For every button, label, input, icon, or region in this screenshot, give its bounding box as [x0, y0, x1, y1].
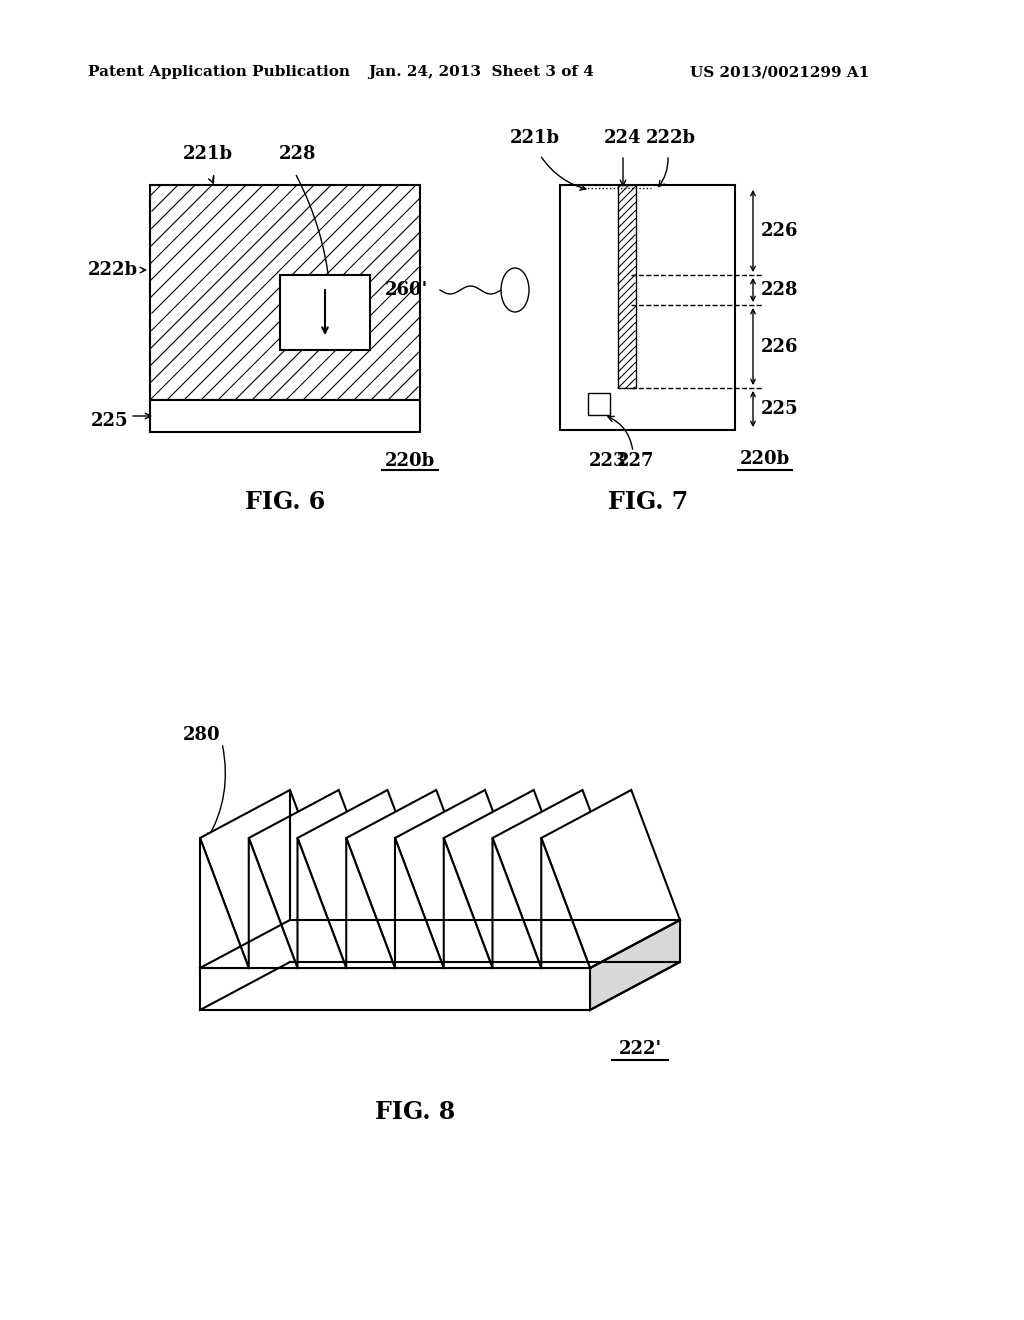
Text: 222b: 222b — [646, 129, 696, 147]
Text: 228: 228 — [280, 145, 316, 162]
Text: 223: 223 — [589, 451, 627, 470]
Polygon shape — [493, 789, 631, 968]
Polygon shape — [280, 275, 370, 350]
Polygon shape — [443, 789, 583, 968]
Text: 221b: 221b — [183, 145, 233, 162]
Text: 224: 224 — [604, 129, 642, 147]
Text: Patent Application Publication: Patent Application Publication — [88, 65, 350, 79]
Polygon shape — [249, 789, 387, 968]
Polygon shape — [200, 968, 590, 1010]
Text: 222b: 222b — [88, 261, 138, 279]
Text: US 2013/0021299 A1: US 2013/0021299 A1 — [690, 65, 869, 79]
Polygon shape — [395, 789, 534, 968]
Text: 226: 226 — [761, 338, 799, 355]
Polygon shape — [443, 838, 493, 968]
Text: Jan. 24, 2013  Sheet 3 of 4: Jan. 24, 2013 Sheet 3 of 4 — [368, 65, 594, 79]
Polygon shape — [346, 838, 395, 968]
Polygon shape — [200, 789, 339, 968]
Text: 280: 280 — [182, 726, 220, 744]
Text: 227: 227 — [617, 451, 654, 470]
Text: 220b: 220b — [740, 450, 791, 469]
Polygon shape — [542, 789, 680, 968]
Text: FIG. 6: FIG. 6 — [245, 490, 326, 513]
Text: 222': 222' — [618, 1040, 662, 1059]
Text: FIG. 8: FIG. 8 — [375, 1100, 455, 1125]
Polygon shape — [298, 789, 436, 968]
Text: 221b: 221b — [510, 129, 560, 147]
Text: FIG. 7: FIG. 7 — [608, 490, 688, 513]
Polygon shape — [150, 400, 420, 432]
Text: 225: 225 — [90, 412, 128, 430]
Polygon shape — [200, 838, 249, 968]
Polygon shape — [249, 838, 298, 968]
Polygon shape — [542, 838, 590, 968]
Polygon shape — [346, 789, 485, 968]
Polygon shape — [493, 838, 542, 968]
Polygon shape — [588, 393, 610, 414]
Polygon shape — [590, 920, 680, 1010]
Polygon shape — [560, 185, 735, 430]
Polygon shape — [395, 838, 443, 968]
Text: 225: 225 — [761, 400, 799, 418]
Text: 260': 260' — [385, 281, 428, 300]
Polygon shape — [150, 185, 420, 400]
Text: 220b: 220b — [385, 451, 435, 470]
Polygon shape — [618, 185, 636, 388]
Polygon shape — [298, 838, 346, 968]
Text: 228: 228 — [761, 281, 799, 300]
Text: 226: 226 — [761, 222, 799, 240]
